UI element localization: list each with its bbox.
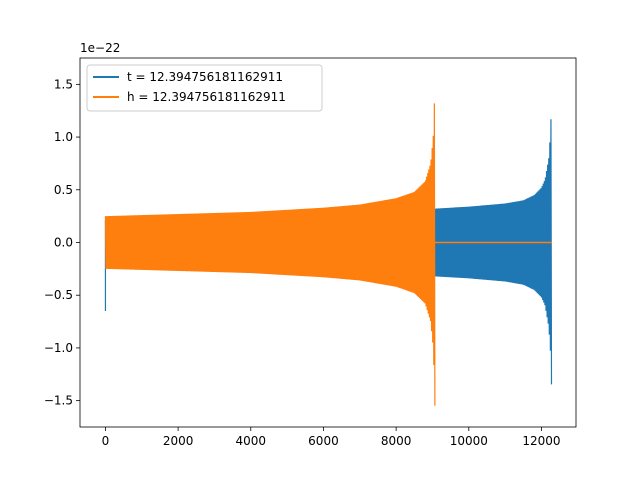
x-tick-label: 8000 [381, 434, 412, 448]
x-tick-label: 4000 [236, 434, 267, 448]
y-tick-label: 1.0 [54, 130, 73, 144]
y-tick-label: 1.5 [54, 77, 73, 91]
legend: t = 12.394756181162911 h = 12.39475618116… [86, 64, 323, 112]
y-tick-label: 0.5 [54, 183, 73, 197]
y-tick-label: −1.0 [44, 341, 73, 355]
legend-label: h = 12.394756181162911 [127, 90, 286, 104]
x-tick-label: 6000 [308, 434, 339, 448]
x-tick-label: 0 [102, 434, 110, 448]
axes-layer: 0 2000 4000 6000 8000 10000 12000 −1.5 −1.0 −0.5 0… [44, 57, 577, 448]
legend-label: t = 12.394756181162911 [127, 70, 283, 84]
y-tick-label: −1.5 [44, 394, 73, 408]
y-tick-label: −0.5 [44, 288, 73, 302]
legend-box [86, 64, 323, 112]
x-tick-label: 12000 [522, 434, 560, 448]
series-line [104, 103, 436, 406]
series-h [104, 103, 553, 406]
series-layer [104, 103, 553, 406]
y-tick-label: 0.0 [54, 236, 73, 250]
x-tick-label: 2000 [163, 434, 194, 448]
y-offset-text: 1e−22 [80, 41, 120, 55]
x-tick-label: 10000 [450, 434, 488, 448]
